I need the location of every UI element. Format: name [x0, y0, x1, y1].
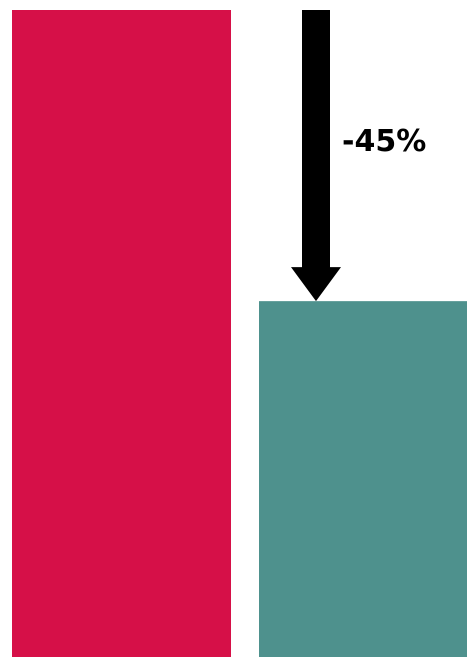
change-annotation: -45%: [291, 10, 426, 302]
bars-group: [12, 10, 467, 657]
bar-2: [259, 301, 467, 657]
bar-1: [12, 10, 231, 657]
down-arrow-icon: [291, 10, 341, 302]
change-label: -45%: [342, 124, 426, 159]
